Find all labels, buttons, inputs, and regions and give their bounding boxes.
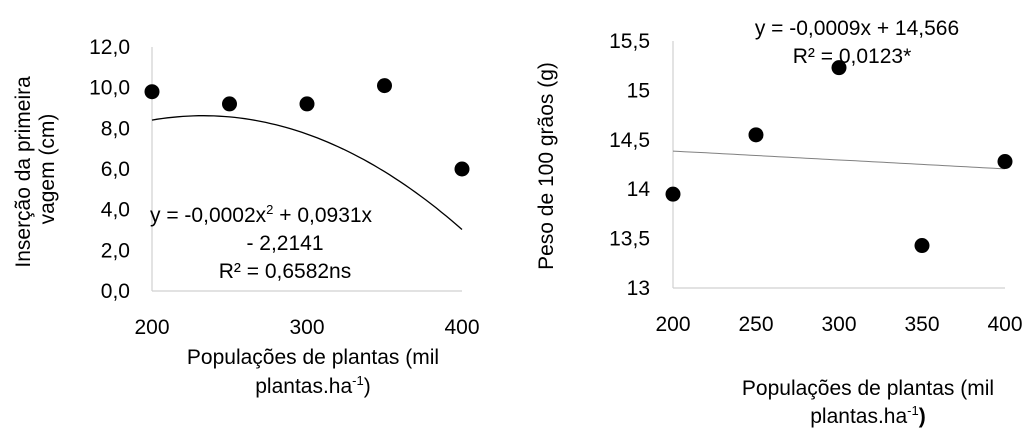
svg-text:plantas.ha-1): plantas.ha-1) [255, 373, 370, 398]
data-point [222, 96, 237, 112]
y-tick-label: 12,0 [89, 36, 130, 59]
equation-line-1a: y = -0,0002x [150, 204, 267, 227]
chart-peso-100-graos: Peso de 100 grãos (g) 13 13,5 14 14,5 15 15,5… [535, 17, 1023, 428]
y-axis-label: Inserção da primeira vagem (cm) [12, 70, 59, 268]
equation-line-1b: + 0,0931x [273, 204, 372, 227]
data-points [144, 78, 470, 177]
x-tick-label: 200 [655, 313, 690, 336]
x-tick-labels: 200 300 400 [134, 316, 479, 339]
x-axis-label-line-1: Populações de plantas (mil [187, 346, 439, 369]
y-axis-label-line-1: Inserção da primeira [12, 76, 35, 268]
x-tick-labels: 200 250 300 350 400 [655, 313, 1022, 336]
x-axis-label: Populações de plantas (mil plantas.ha-1) [187, 346, 439, 398]
equation-line-2: - 2,2141 [246, 232, 323, 255]
y-tick-label: 6,0 [101, 158, 130, 181]
trendline [151, 115, 463, 230]
y-tick-label: 13 [627, 277, 650, 300]
x-tick-label: 200 [134, 316, 169, 339]
x-axis-label-line-2: plantas.ha [255, 375, 352, 398]
x-axis-label-close: ) [364, 375, 371, 398]
y-tick-label: 8,0 [101, 117, 130, 140]
trendline-equation: y = -0,0009x + 14,566 R² = 0,0123* [755, 17, 959, 68]
x-tick-label: 250 [738, 313, 773, 336]
trendline-equation: y = -0,0002x2 + 0,0931x - 2,2141 R² = 0,… [150, 202, 373, 283]
svg-text:y = -0,0002x2 + 0,0931x: y = -0,0002x2 + 0,0931x [150, 202, 373, 227]
y-tick-labels: 13 13,5 14 14,5 15 15,5 [609, 30, 650, 300]
data-point [914, 238, 930, 254]
equation-superscript: 2 [266, 202, 273, 217]
x-axis-label-superscript: -1 [907, 403, 919, 418]
data-point [665, 186, 681, 202]
data-point [831, 60, 847, 76]
equation-line-1: y = -0,0009x + 14,566 [755, 17, 959, 40]
y-tick-label: 15 [627, 79, 650, 102]
y-tick-label: 13,5 [609, 228, 650, 251]
data-point [997, 154, 1013, 170]
trendline [672, 150, 1006, 170]
x-axis-label-line-2: plantas.ha [810, 405, 907, 428]
y-axis-label: Peso de 100 grãos (g) [535, 62, 558, 270]
y-tick-label: 0,0 [101, 280, 130, 303]
y-tick-label: 14,5 [609, 129, 650, 152]
svg-text:plantas.ha-1): plantas.ha-1) [810, 403, 925, 428]
x-tick-label: 400 [444, 316, 479, 339]
data-point [454, 161, 470, 177]
x-tick-label: 300 [289, 316, 324, 339]
x-axis-label-close: ) [919, 405, 926, 428]
chart-insercao-primeira-vagem: Inserção da primeira vagem (cm) 0,0 2,0 4,… [12, 36, 480, 398]
y-tick-label: 10,0 [89, 77, 130, 100]
svg-text:Inserção da primeira v: Inserção da primeira vagem (cm) [12, 70, 59, 267]
x-tick-label: 350 [904, 313, 939, 336]
x-tick-label: 300 [821, 313, 856, 336]
data-point [748, 127, 764, 143]
x-tick-label: 400 [987, 313, 1022, 336]
r-squared: R² = 0,6582ns [219, 260, 352, 283]
y-tick-label: 14 [627, 178, 651, 201]
y-tick-label: 4,0 [101, 199, 130, 222]
y-tick-label: 15,5 [609, 30, 650, 53]
data-points [665, 60, 1013, 254]
x-axis-label-line-1: Populações de plantas (mil [742, 377, 994, 400]
x-axis-label-superscript: -1 [352, 373, 364, 388]
data-point [377, 78, 392, 94]
y-tick-label: 2,0 [101, 239, 130, 262]
x-axis-label: Populações de plantas (mil plantas.ha-1) [742, 377, 994, 428]
data-point [299, 96, 315, 112]
r-squared: R² = 0,0123* [793, 45, 912, 68]
y-tick-labels: 0,0 2,0 4,0 6,0 8,0 10,0 12,0 [89, 36, 130, 303]
y-axis-label-line-2: vagem (cm) [36, 114, 59, 225]
data-point [144, 84, 160, 100]
